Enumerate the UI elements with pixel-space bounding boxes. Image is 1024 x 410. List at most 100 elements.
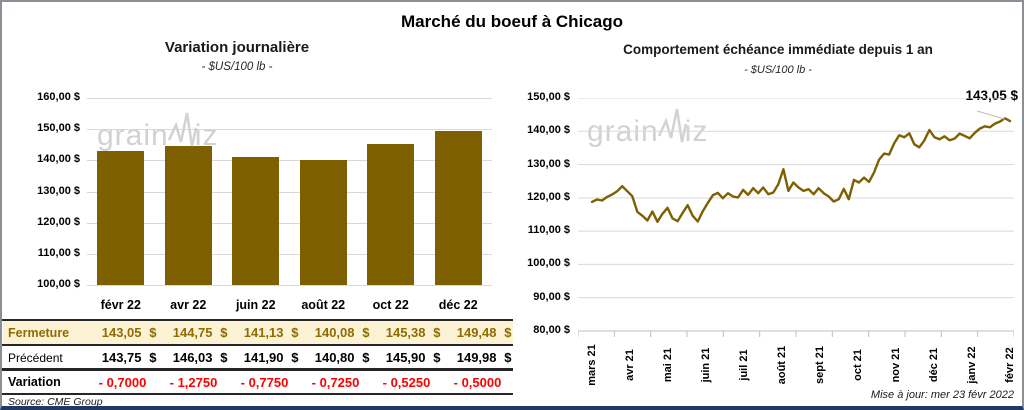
table-cell: - 0,5250 — [382, 374, 431, 390]
line-chart-xtick: août 21 — [776, 345, 788, 385]
chart-line — [976, 110, 1006, 120]
cell-value-unit: 140,08 $ — [302, 325, 370, 340]
table-rule — [2, 319, 513, 321]
bar-chart-gridline — [87, 253, 492, 255]
updated-note: Mise à jour: mer 23 févr 2022 — [870, 389, 1014, 401]
table-cell: 143,05 $ — [87, 325, 158, 340]
bar-chart-gridline — [87, 285, 492, 286]
bar-chart-gridline — [87, 160, 492, 162]
bar-chart-xtick: oct 22 — [372, 298, 409, 312]
bar-chart-gridline — [87, 191, 492, 193]
table-cell: 144,75 $ — [158, 325, 229, 340]
bar-chart-y-axis: 160,00 $ 150,00 $ 140,00 $ 130,00 $ 120,00 $… — [2, 91, 80, 290]
cell-value-unit: 145,38 $ — [373, 325, 441, 340]
row-label: Fermeture — [8, 325, 70, 340]
cell-value-unit: 141,90 $ — [231, 350, 299, 365]
cell-value-unit: 143,05 $ — [89, 325, 157, 340]
bar-chart-plot — [87, 98, 492, 286]
table-cell: 146,03 $ — [158, 350, 229, 365]
bar-chart-ytick: 160,00 $ — [37, 91, 80, 103]
bar-chart-subtitle: - $US/100 lb - — [201, 61, 273, 73]
table-cell: 145,38 $ — [371, 325, 442, 340]
line-chart-plot — [578, 98, 1014, 337]
line-chart-ytick: 120,00 $ — [527, 190, 570, 203]
cell-value: 144,75 — [172, 325, 213, 340]
bar-chart-ytick: 110,00 $ — [37, 246, 80, 259]
line-chart-y-axis: 150,00 $ 140,00 $ 130,00 $ 120,00 $ 110,00 $… — [500, 91, 570, 336]
line-chart-subtitle: - $US/100 lb - — [744, 64, 812, 76]
line-chart-xtick: juil 21 — [738, 349, 750, 381]
table-cell: - 1,2750 — [169, 374, 218, 390]
table-cell: 149,48 $ — [442, 325, 513, 340]
line-chart-ytick: 80,00 $ — [533, 324, 570, 336]
line-chart-ytick: 110,00 $ — [527, 224, 570, 237]
line-chart-ytick: 130,00 $ — [527, 157, 570, 170]
dollar-sign: $ — [504, 350, 512, 365]
bar-chart-title: Variation journalière — [164, 39, 310, 56]
zigzag-logo-icon — [167, 112, 197, 147]
page-title: Marché du boeuf à Chicago — [401, 12, 623, 31]
line-chart-xtick: nov 21 — [890, 347, 902, 383]
bar-chart-ytick: 100,00 $ — [37, 278, 80, 290]
table-row-précédent: Précédent 143,75 $146,03 $141,90 $140,80 $145… — [3, 346, 513, 369]
bar-chart-ytick: 150,00 $ — [37, 122, 80, 135]
bar-avr 22 — [164, 145, 212, 285]
dollar-sign: $ — [362, 325, 370, 340]
bar-chart-xtick: avr 22 — [170, 298, 207, 312]
cell-value-unit: 141,13 $ — [231, 325, 299, 340]
line-chart-xtick: déc 21 — [928, 347, 940, 383]
line-chart-xtick: avr 21 — [624, 349, 636, 381]
zigzag-logo-icon — [657, 108, 687, 143]
source-note: Source: CME Group — [8, 396, 103, 408]
dollar-sign: $ — [291, 350, 299, 365]
line-chart-xtick: févr 22 — [1004, 347, 1016, 383]
cell-value: 145,90 — [385, 350, 426, 365]
cell-value: 141,13 — [243, 325, 284, 340]
cell-value: 145,38 — [385, 325, 426, 340]
bar-déc 22 — [434, 130, 482, 285]
cell-value: 140,80 — [314, 350, 355, 365]
bar-févr 22 — [97, 150, 145, 285]
dollar-sign: $ — [433, 325, 441, 340]
bar-chart-gridline — [87, 222, 492, 224]
price-line-series — [590, 117, 1012, 224]
cell-value-unit: 149,48 $ — [444, 325, 512, 340]
bar-chart-ytick: 140,00 $ — [37, 153, 80, 166]
bar-chart-ytick: 130,00 $ — [37, 184, 80, 197]
bar-juin 22 — [232, 156, 280, 285]
line-chart-ytick: 150,00 $ — [527, 91, 570, 103]
table-cell: 143,75 $ — [87, 350, 158, 365]
cell-value-unit: 140,80 $ — [302, 350, 370, 365]
table-cell: 140,80 $ — [300, 350, 371, 365]
dollar-sign: $ — [291, 325, 299, 340]
bar-août 22 — [299, 160, 347, 285]
row-label: Variation — [8, 375, 61, 389]
table-rule — [2, 368, 513, 371]
table-cell: 140,08 $ — [300, 325, 371, 340]
cell-value: 143,75 — [101, 350, 142, 365]
cell-value: 146,03 — [172, 350, 213, 365]
table-cell: - 0,7250 — [311, 374, 360, 390]
dollar-sign: $ — [149, 325, 157, 340]
line-chart-xtick: oct 21 — [852, 349, 864, 381]
table-rule — [2, 344, 513, 346]
bar-chart-ytick: 120,00 $ — [37, 215, 80, 228]
last-value-callout: 143,05 $ — [965, 88, 1018, 103]
bar-chart-xtick: déc 22 — [438, 298, 478, 312]
watermark-text: iz — [194, 119, 219, 152]
watermark-text: grain — [97, 119, 169, 152]
table-row-variation: Variation - 0,7000 - 1,2750 - 0,7750 - 0,725… — [3, 371, 513, 393]
line-chart-xtick: sept 21 — [814, 346, 826, 384]
bar-chart-gridline — [87, 98, 492, 99]
cell-value: 143,05 — [101, 325, 142, 340]
bar-chart-x-labels: févr 22 avr 22 juin 22 août 22 oct 22 déc 22 — [87, 298, 492, 312]
line-chart-ytick: 100,00 $ — [527, 257, 570, 270]
bar-chart-xtick: août 22 — [301, 298, 346, 312]
line-chart-title: Comportement échéance immédiate depuis 1… — [623, 42, 933, 57]
dollar-sign: $ — [362, 350, 370, 365]
cell-value: 141,90 — [243, 350, 284, 365]
line-chart-xtick: juin 21 — [700, 347, 712, 383]
dollar-sign: $ — [149, 350, 157, 365]
table-cell: 149,98 $ — [442, 350, 513, 365]
